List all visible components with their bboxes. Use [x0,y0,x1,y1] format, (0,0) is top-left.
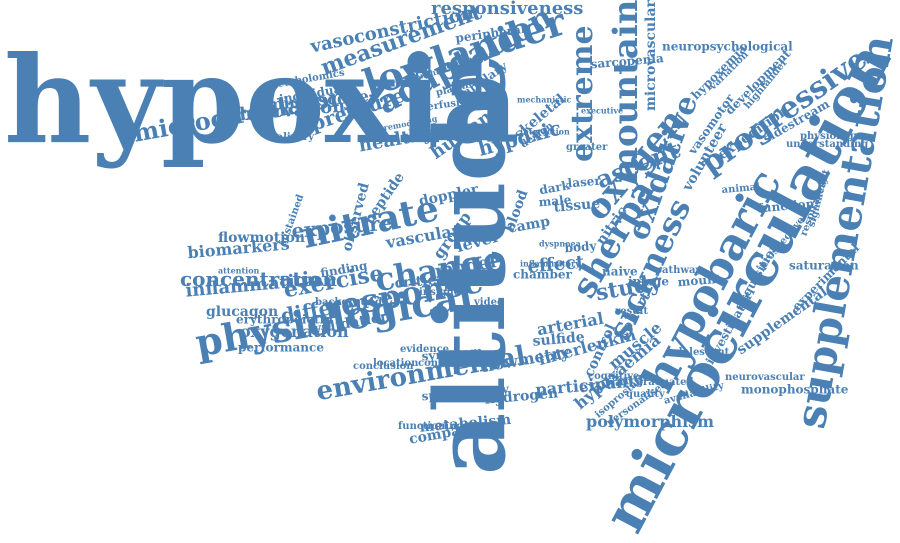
word-oxygenation: oxygenation [240,322,349,342]
word-physiology: physiology [800,131,860,142]
word-glucagon: glucagon [206,303,279,320]
word-interaction: interaction [520,126,570,137]
word-conduct: conduct [418,358,463,369]
word-erythropoietin: erythropoietin [236,312,333,327]
word-flowmotion: flowmotion [218,229,306,246]
word-chamber: chamber [513,267,572,282]
word-monophosphate: monophosphate [741,382,849,397]
word-executive: executive [581,105,624,116]
word-pathway: pathway [655,265,702,276]
word-cognitive: cognitive [588,371,640,382]
word-insight: insight [419,287,459,298]
word-inflammatory: inflammatory [520,258,580,269]
word-saturation: saturation [789,258,859,273]
word-attention: attention [218,265,260,276]
word-understanding: understanding [786,139,869,150]
word-greater: greater [566,142,608,153]
word-result: result [615,306,648,317]
word-field: field [444,283,469,294]
word-video: video [474,297,504,308]
word-salivary: salivary [271,132,315,143]
word-location: location [373,358,419,369]
word-naive: naive [602,264,638,279]
word-laser: laser [567,173,602,191]
word-evidence: evidence [400,344,450,355]
word-performance: performance [238,340,324,355]
word-polymorphism: polymorphism [586,412,715,432]
word-neuropsychological: neuropsychological [662,39,793,54]
word-concentration: concentration [180,267,337,291]
word-responsiveness: responsiveness [431,0,584,19]
word-graduated: graduated [636,377,694,388]
word-hypoxia: hypoxia [4,30,520,171]
word-background: background [315,297,382,308]
word-adolescent: adolescent [669,347,730,358]
word-dyspnoea: dyspnoea [539,238,581,249]
word-quality: quality [626,389,665,400]
word-image: image [628,274,670,289]
word-mechanistic: mechanistic [517,94,572,105]
word-functioning: functioning [398,421,464,432]
word-neurovascular: neurovascular [725,372,805,383]
word-conclusion: conclusion [353,361,414,372]
